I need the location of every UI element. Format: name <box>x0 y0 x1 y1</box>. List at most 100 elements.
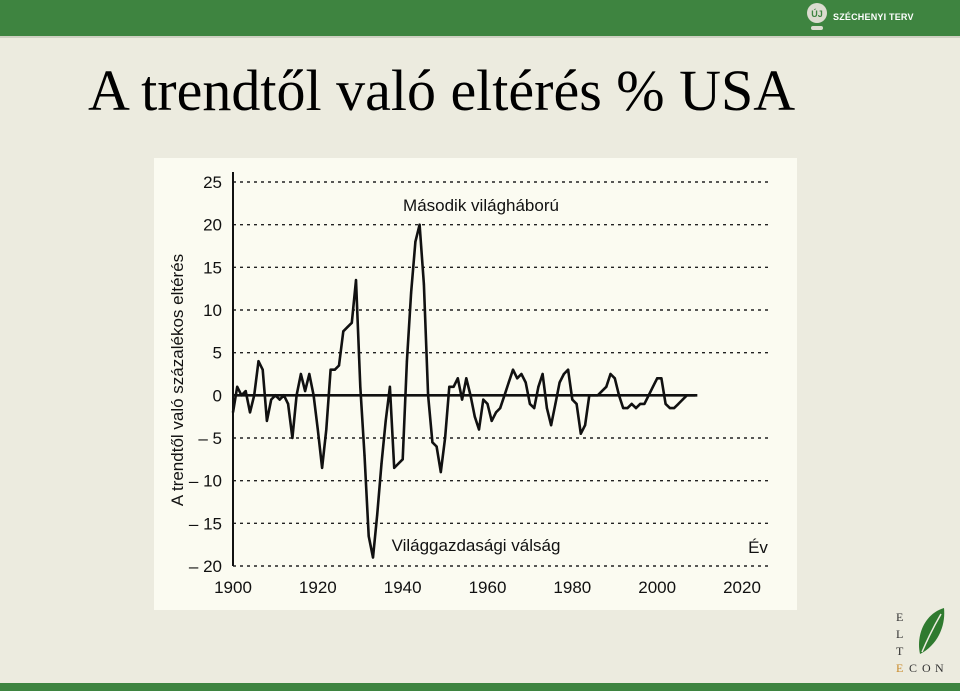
data-point <box>482 398 485 401</box>
data-point <box>253 394 256 397</box>
data-point <box>673 407 676 410</box>
data-point <box>499 407 502 410</box>
data-point <box>634 407 638 410</box>
data-point <box>236 385 239 388</box>
data-point <box>486 402 489 405</box>
szechenyi-logo-text: SZÉCHENYI TERV <box>833 12 914 22</box>
data-point <box>354 279 358 282</box>
y-tick-label: 0 <box>213 386 222 405</box>
grid-layer <box>233 181 770 567</box>
elte-letter-t: T <box>896 644 904 658</box>
data-point <box>291 436 294 440</box>
data-point <box>278 398 281 401</box>
top-header-bar <box>0 0 960 36</box>
x-tick-label: 1980 <box>553 578 591 597</box>
y-tick-label: 25 <box>203 173 222 192</box>
data-point <box>528 402 532 405</box>
data-point <box>660 377 663 380</box>
data-point <box>346 325 349 329</box>
data-point <box>554 402 557 405</box>
data-point <box>261 368 264 371</box>
data-point <box>376 513 379 516</box>
y-tick-label: – 20 <box>189 557 222 576</box>
data-point <box>664 402 667 405</box>
header-divider <box>0 36 960 38</box>
axis-layer <box>232 172 698 566</box>
data-point <box>384 419 387 423</box>
y-tick-label: 20 <box>203 216 222 235</box>
deviation-line-chart: 25 20 15 10 5 0 – 5 – 10 – 15 – 20 1900 1920 1940 196… <box>168 172 770 597</box>
data-point <box>329 368 332 371</box>
data-point <box>465 377 468 380</box>
data-point <box>397 462 400 465</box>
data-point <box>494 411 498 414</box>
data-point <box>371 556 375 559</box>
data-point <box>274 394 277 397</box>
data-point <box>562 372 565 376</box>
data-point <box>427 394 430 397</box>
data-point <box>596 394 599 397</box>
x-tick-label: 1900 <box>214 578 252 597</box>
data-point <box>414 240 417 243</box>
data-point <box>609 372 612 376</box>
data-point <box>282 394 285 397</box>
data-point <box>643 402 646 405</box>
bottom-footer-bar <box>0 683 960 691</box>
econ-letter-n: N <box>935 661 944 675</box>
y-tick-label: 15 <box>203 258 222 277</box>
data-point <box>367 535 370 538</box>
y-tick-label: – 5 <box>198 429 222 448</box>
data-point <box>287 402 290 405</box>
data-point <box>405 360 409 363</box>
series-line <box>231 223 696 559</box>
data-point <box>545 407 548 410</box>
data-point <box>312 394 315 397</box>
elte-econ-logo: E L T E C O N <box>890 606 952 678</box>
label-layer: 25 20 15 10 5 0 – 5 – 10 – 15 – 20 1900 1920 1940 196… <box>168 173 768 597</box>
y-axis-label: A trendtől való százalékos eltérés <box>168 254 187 506</box>
data-point <box>617 394 621 397</box>
data-point <box>550 424 553 427</box>
szechenyi-logo: ÚJ SZÉCHENYI TERV <box>805 2 914 32</box>
data-point <box>516 377 519 380</box>
data-point <box>316 428 319 431</box>
data-point <box>668 407 671 410</box>
annotation-depression: Világgazdasági válság <box>392 536 561 555</box>
data-point <box>490 419 493 423</box>
data-point <box>473 415 476 418</box>
y-tick-label: – 10 <box>189 472 222 491</box>
data-point <box>342 330 345 333</box>
data-point <box>448 385 451 388</box>
x-tick-label: 1960 <box>469 578 507 597</box>
slide-title: A trendtől való eltérés % USA <box>88 58 796 123</box>
data-point <box>558 381 561 384</box>
annotation-ww2: Második világháború <box>403 196 559 215</box>
data-point <box>579 432 582 435</box>
x-tick-label: 2020 <box>723 578 761 597</box>
data-point <box>439 471 442 474</box>
data-point <box>605 385 608 388</box>
data-point <box>651 385 655 388</box>
elte-letter-e: E <box>896 610 904 624</box>
data-point <box>677 402 680 405</box>
data-point <box>690 394 693 397</box>
data-point <box>524 381 527 384</box>
data-point <box>248 411 252 414</box>
data-point <box>456 377 459 380</box>
data-point <box>503 394 506 397</box>
data-point <box>244 389 247 393</box>
elte-letter-e2: E <box>896 661 904 675</box>
data-point <box>443 436 447 440</box>
data-point <box>333 368 336 371</box>
x-tick-label: 2000 <box>638 578 676 597</box>
data-point <box>308 372 311 376</box>
data-point <box>431 441 434 444</box>
data-point <box>511 368 515 371</box>
data-point <box>350 321 353 324</box>
data-point <box>295 394 298 397</box>
data-point <box>647 394 650 397</box>
data-point <box>541 372 544 376</box>
data-point <box>477 428 481 431</box>
data-point <box>270 398 273 401</box>
data-point <box>325 428 328 431</box>
